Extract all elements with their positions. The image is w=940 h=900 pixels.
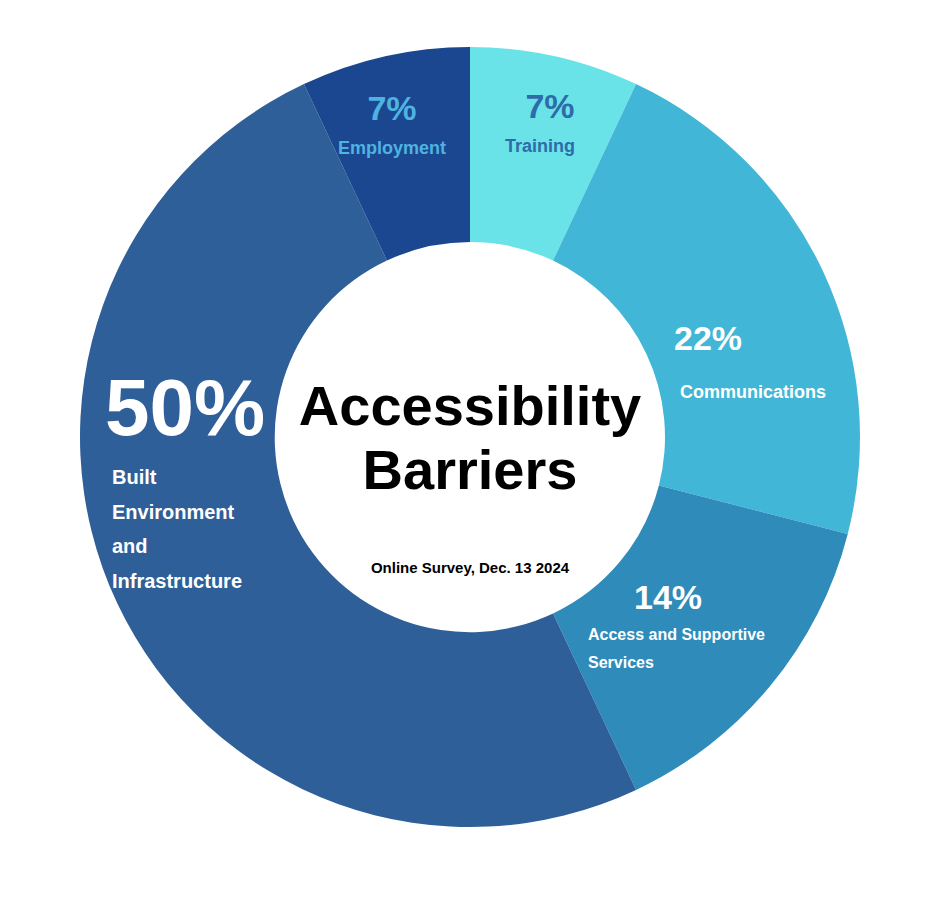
value-label: 7% — [367, 89, 416, 127]
value-label: 22% — [674, 319, 742, 357]
value-label: 7% — [525, 87, 574, 125]
labels: 7% Training 22% Communications 14% Access and… — [105, 87, 826, 671]
category-label-line: Services — [588, 654, 654, 671]
category-label-line: and — [112, 535, 148, 557]
category-label: Training — [505, 136, 575, 156]
category-label: Access and Supportive Services — [588, 626, 765, 671]
category-label-line: Infrastructure — [112, 570, 242, 592]
category-label-line: Communications — [680, 382, 826, 402]
category-label-line: Employment — [338, 138, 446, 158]
title-line: Accessibility — [299, 374, 641, 437]
donut — [80, 47, 860, 827]
category-label: Built Environment and Infrastructure — [112, 466, 242, 592]
slice — [304, 47, 470, 261]
category-label: Communications — [680, 382, 826, 402]
background — [0, 0, 940, 900]
slice — [553, 84, 860, 534]
category-label-line: Environment — [112, 501, 235, 523]
category-label-line: Built — [112, 466, 157, 488]
title: AccessibilityBarriers — [299, 374, 641, 501]
category-label-line: Access and Supportive — [588, 626, 765, 643]
category-label: Employment — [338, 138, 446, 158]
chart-svg: 7% Training 22% Communications 14% Access and… — [0, 0, 940, 900]
title-line: Barriers — [363, 438, 578, 501]
value-label: 14% — [634, 578, 702, 616]
value-label: 50% — [105, 363, 265, 452]
category-label-line: Training — [505, 136, 575, 156]
subtitle: Online Survey, Dec. 13 2024 — [371, 559, 570, 576]
